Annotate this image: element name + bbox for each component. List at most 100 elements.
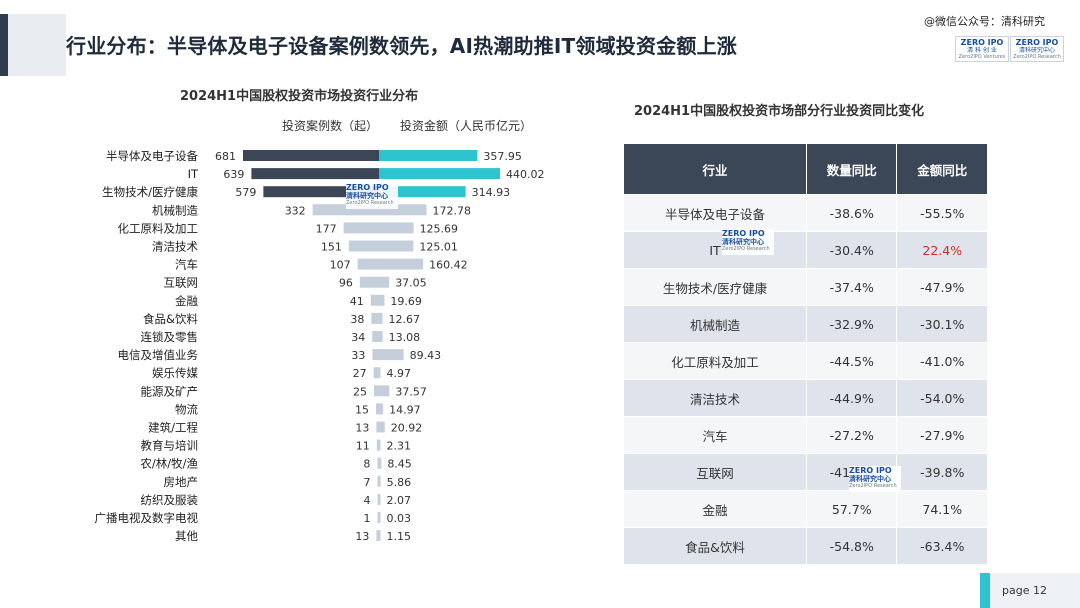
count-value-label: 25 — [353, 385, 367, 398]
category-label: 广播电视及数字电视 — [95, 511, 199, 525]
count-yoy-cell: 57.7% — [805, 490, 898, 528]
amount-bar — [379, 222, 414, 234]
amount-bar — [379, 168, 500, 180]
amount-column-header: 投资金额（人民币亿元） — [400, 119, 533, 133]
logo-research-cn: 清科研究中心 — [1018, 47, 1055, 54]
count-yoy-cell: -54.8% — [805, 527, 898, 565]
category-label: 机械制造 — [152, 203, 198, 217]
category-label: 电信及增值业务 — [118, 348, 199, 362]
industry-cell: 生物技术/医疗健康 — [623, 268, 807, 306]
watermark-logo-cn: 清科研究中心 — [346, 192, 388, 200]
count-bar — [377, 475, 379, 487]
count-bar — [373, 367, 379, 379]
amount-bar — [379, 512, 381, 523]
amount-value-label: 440.02 — [506, 168, 545, 181]
amount-value-label: 20.92 — [391, 422, 423, 435]
col-header-industry: 行业 — [623, 143, 807, 195]
amount-value-label: 8.45 — [387, 458, 412, 471]
amount-value-label: 2.07 — [387, 494, 412, 507]
amount-bar — [379, 349, 404, 361]
count-value-label: 639 — [223, 168, 244, 181]
logo-research-text: ZERO IPO — [1015, 38, 1059, 47]
count-bar — [263, 186, 379, 198]
table-row: 机械制造 -32.9% -30.1% — [623, 305, 988, 343]
category-label: 连锁及零售 — [141, 330, 199, 344]
count-value-label: 8 — [363, 458, 370, 471]
watermark-logo-en: Zero2IPO Research — [722, 246, 770, 252]
amount-yoy-cell: -47.9% — [896, 268, 988, 306]
amount-value-label: 125.69 — [420, 222, 459, 235]
watermark-logo-brand: ZERO IPO — [346, 183, 389, 192]
amount-value-label: 4.97 — [387, 367, 412, 380]
category-label: 建筑/工程 — [148, 421, 198, 435]
count-bar — [377, 457, 379, 469]
amount-bar — [379, 530, 381, 542]
industry-cell: 金融 — [623, 490, 807, 528]
table-row: 汽车 -27.2% -27.9% — [623, 416, 988, 454]
amount-yoy-cell: -30.1% — [896, 305, 988, 343]
category-label: IT — [188, 167, 199, 181]
watermark-logo-en: Zero2IPO Research — [346, 200, 394, 206]
logo-brand-en: Zero2IPO Ventures — [958, 54, 1006, 60]
amount-yoy-cell: 74.1% — [896, 490, 988, 528]
count-bar — [251, 168, 379, 180]
count-value-label: 177 — [316, 222, 337, 235]
chart-watermark-logo: ZERO IPO 清科研究中心 Zero2IPO Research — [346, 183, 398, 209]
amount-bar — [379, 493, 381, 505]
amount-bar — [379, 186, 466, 198]
category-label: 娱乐传媒 — [152, 366, 198, 380]
count-bar — [376, 530, 379, 542]
count-bar — [377, 493, 379, 505]
count-value-label: 4 — [364, 494, 371, 507]
count-yoy-cell: -44.9% — [805, 379, 898, 417]
amount-bar — [379, 457, 382, 469]
watermark-logo-cn: 清科研究中心 — [722, 238, 764, 246]
count-value-label: 15 — [355, 403, 369, 416]
count-value-label: 1 — [364, 512, 371, 525]
category-label: 物流 — [175, 402, 198, 416]
amount-bar — [379, 367, 381, 379]
count-bar — [376, 439, 379, 451]
count-bar — [372, 349, 379, 361]
industry-cell: 机械制造 — [623, 305, 807, 343]
category-label: 汽车 — [175, 258, 198, 272]
title-band — [8, 14, 66, 76]
amount-value-label: 12.67 — [388, 313, 420, 326]
category-label: 能源及矿产 — [141, 384, 199, 398]
industry-cell: 清洁技术 — [623, 379, 807, 417]
footer-accent-bar — [980, 573, 990, 608]
title-accent-bar — [0, 14, 8, 76]
count-value-label: 579 — [235, 186, 256, 199]
watermark: @微信公众号：清科研究 — [924, 15, 1045, 28]
count-bar — [374, 385, 379, 397]
count-value-label: 13 — [355, 530, 369, 543]
page-title: 行业分布：半导体及电子设备案例数领先，AI热潮助推IT领域投资金额上涨 — [66, 34, 738, 58]
table-row: 互联网-41.1%-39.8% — [623, 453, 988, 491]
amount-value-label: 5.86 — [387, 476, 412, 489]
count-value-label: 13 — [355, 422, 369, 435]
amount-bar — [379, 312, 383, 324]
left-chart-title: 2024H1中国股权投资市场投资行业分布 — [180, 89, 419, 104]
amount-bar — [379, 331, 383, 342]
table-watermark-logo-2: ZERO IPO 清科研究中心 Zero2IPO Research — [849, 466, 901, 492]
watermark-logo-cn: 清科研究中心 — [849, 475, 891, 483]
count-bar — [343, 222, 379, 234]
category-label: 金融 — [175, 294, 198, 308]
amount-yoy-cell: -63.4% — [896, 527, 988, 565]
count-yoy-cell: -44.5% — [805, 342, 898, 380]
amount-value-label: 14.97 — [389, 403, 421, 416]
count-value-label: 34 — [351, 331, 365, 344]
count-value-label: 96 — [339, 277, 353, 290]
count-value-label: 332 — [285, 204, 306, 217]
count-value-label: 107 — [330, 259, 351, 272]
count-column-header: 投资案例数（起） — [282, 119, 379, 133]
category-label: 清洁技术 — [152, 240, 198, 254]
watermark-logo-brand: ZERO IPO — [722, 229, 765, 238]
count-yoy-cell: -27.2% — [805, 416, 898, 454]
amount-bar — [379, 439, 381, 451]
table-row: 半导体及电子设备 -38.6% -55.5% — [623, 194, 988, 232]
category-label: 教育与培训 — [141, 439, 199, 453]
count-value-label: 33 — [351, 349, 365, 362]
amount-bar — [379, 240, 414, 252]
industry-cell: 半导体及电子设备 — [623, 194, 807, 232]
